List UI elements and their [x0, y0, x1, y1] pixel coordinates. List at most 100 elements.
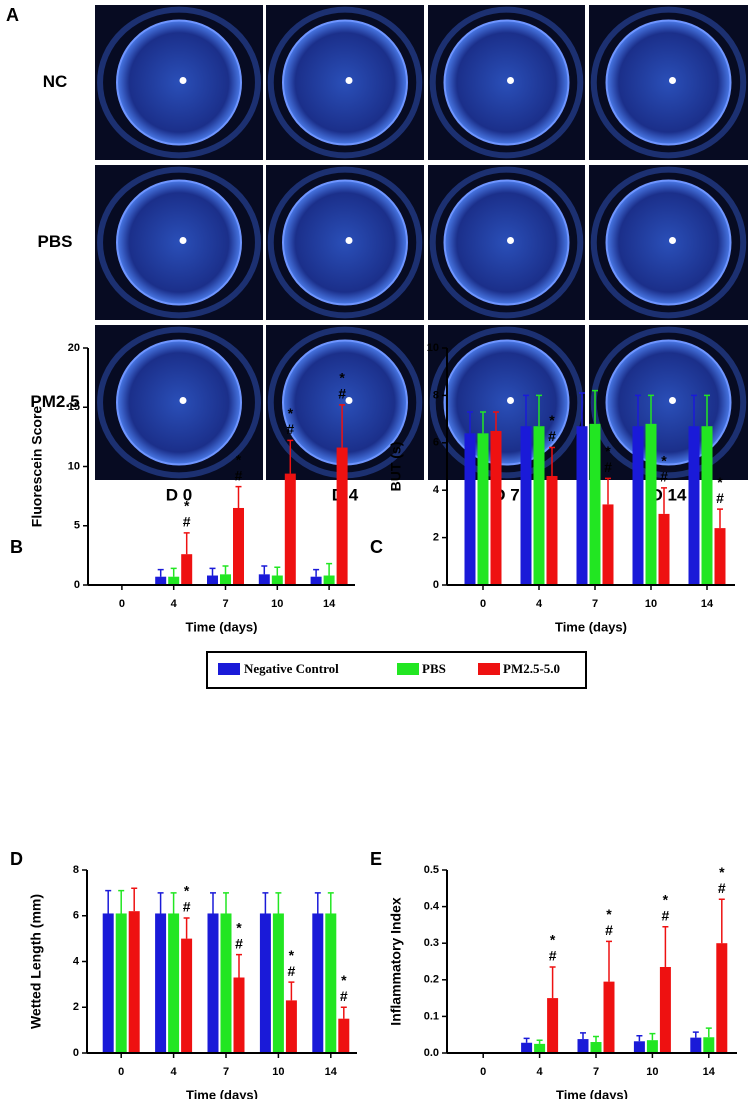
significance-mark: *: [550, 932, 556, 948]
y-tick-label: 2: [73, 1001, 79, 1013]
error-bar: [592, 389, 598, 424]
bar: [155, 576, 167, 585]
significance-mark: *: [661, 453, 667, 469]
significance-mark: *: [719, 864, 725, 880]
significance-mark: *: [236, 451, 242, 467]
error-bar: [467, 411, 473, 434]
reflection: [179, 397, 187, 404]
significance-mark: #: [548, 428, 556, 444]
legend-swatch: [397, 663, 419, 675]
x-tick-label: 4: [537, 1066, 544, 1078]
cornea: [605, 19, 732, 146]
x-tick-label: 7: [593, 1066, 599, 1078]
significance-mark: *: [289, 947, 295, 963]
error-bar: [210, 892, 216, 914]
error-bar: [288, 981, 295, 1001]
x-tick-label: 10: [271, 598, 283, 610]
significance-mark: *: [184, 498, 190, 514]
bar: [284, 473, 296, 585]
error-bar: [480, 411, 486, 434]
error-bar: [579, 392, 585, 427]
bar: [521, 1042, 533, 1053]
column-label: D 14: [651, 485, 687, 504]
error-bar: [593, 1035, 599, 1043]
significance-mark: #: [235, 467, 243, 483]
x-tick-label: 14: [701, 598, 714, 610]
error-bar: [157, 568, 164, 577]
error-bar: [209, 567, 216, 576]
error-bar: [327, 892, 334, 914]
legend-swatch: [218, 663, 240, 675]
x-tick-label: 7: [223, 1066, 229, 1078]
error-bar: [274, 566, 281, 576]
x-axis-label: Time (days): [185, 619, 257, 634]
bar: [590, 1042, 602, 1053]
error-bar: [313, 568, 320, 577]
error-bar: [222, 565, 229, 575]
bar: [589, 423, 601, 585]
bar: [577, 1039, 589, 1053]
bar: [576, 426, 588, 585]
y-axis-label: Wetted Length (mm): [28, 894, 44, 1029]
x-tick-label: 7: [222, 598, 228, 610]
eye-surround: [590, 326, 747, 479]
y-tick-label: 6: [73, 910, 79, 922]
y-tick-label: 0.2: [424, 974, 439, 986]
bar: [168, 576, 180, 585]
bar: [603, 981, 615, 1053]
reflection: [507, 397, 514, 404]
error-bar: [326, 562, 333, 576]
bar: [645, 423, 657, 585]
error-bar: [105, 889, 112, 914]
reflection: [669, 77, 676, 84]
error-bar: [131, 887, 138, 912]
y-tick-label: 10: [68, 460, 80, 472]
error-bar: [314, 892, 321, 914]
cornea: [116, 179, 242, 306]
y-axis-label: BUT (s): [388, 442, 404, 492]
bar: [534, 1043, 546, 1053]
error-bar: [339, 404, 346, 448]
reflection: [345, 397, 353, 404]
bar: [271, 575, 283, 585]
error-bar: [717, 508, 723, 529]
cornea: [116, 19, 242, 146]
eye-surround: [97, 166, 261, 319]
bar: [233, 977, 245, 1053]
reflection: [669, 237, 676, 244]
error-bar: [170, 567, 177, 577]
significance-mark: *: [339, 370, 345, 386]
bar: [207, 913, 219, 1053]
y-tick-label: 0: [433, 579, 439, 591]
y-tick-label: 0.0: [424, 1047, 439, 1059]
x-tick-label: 14: [703, 1066, 716, 1078]
y-tick-label: 20: [68, 342, 80, 354]
error-bar: [692, 1031, 699, 1038]
bar: [338, 1018, 350, 1053]
column-label: D 0: [166, 485, 192, 504]
y-tick-label: 2: [433, 532, 439, 544]
x-tick-label: 0: [480, 1066, 486, 1078]
significance-mark: #: [549, 948, 557, 964]
significance-mark: *: [549, 412, 555, 428]
x-tick-label: 4: [171, 1066, 178, 1078]
significance-mark: #: [660, 469, 668, 485]
error-bar: [261, 565, 268, 575]
x-tick-label: 14: [323, 598, 336, 610]
significance-mark: *: [717, 474, 723, 490]
bar: [258, 574, 270, 585]
error-bar: [648, 394, 654, 424]
bar: [220, 913, 232, 1053]
bar: [128, 911, 140, 1053]
bar: [312, 913, 324, 1053]
panel-label: E: [370, 849, 382, 869]
bar: [464, 433, 476, 585]
error-bar: [606, 940, 612, 982]
legend-swatch: [478, 663, 500, 675]
x-tick-label: 14: [325, 1066, 338, 1078]
y-tick-label: 5: [74, 520, 80, 532]
bar: [646, 1040, 658, 1053]
y-tick-label: 4: [433, 484, 440, 496]
x-axis-label: Time (days): [556, 1087, 628, 1099]
significance-mark: #: [718, 880, 726, 896]
